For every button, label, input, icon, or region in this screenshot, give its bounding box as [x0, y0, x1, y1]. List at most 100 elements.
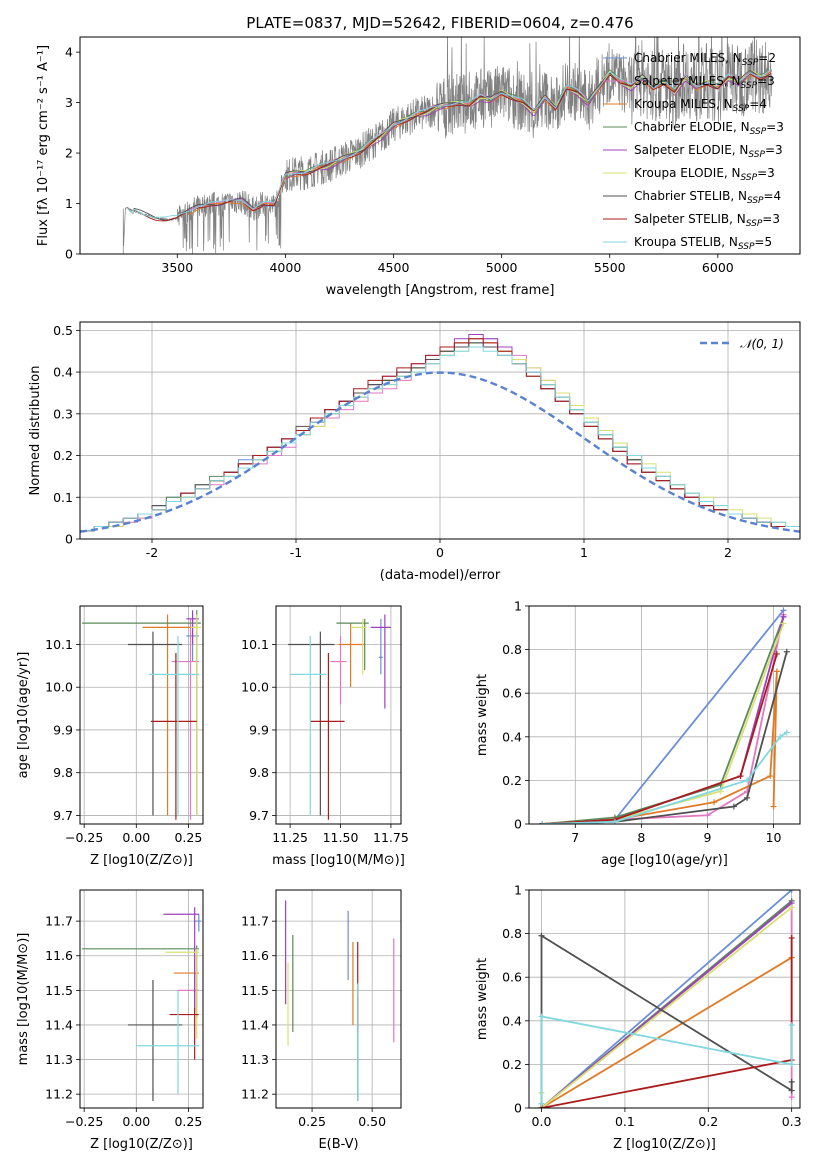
x-tick-label: 6000 — [702, 260, 734, 275]
mass-weight-vs-metallicity-panel: 0.0 0.1 0.2 0.3 0 0.2 0.4 0.6 0.8 1 Z [log10(Z/Z⊙)… — [475, 883, 802, 1153]
legend-entry-subscript: SSP — [742, 58, 759, 68]
mass-weight-line — [540, 1015, 793, 1104]
x-tick-label: 0.3 — [782, 1114, 802, 1129]
mass-weight-marker — [538, 1013, 545, 1020]
mass-vs-metallicity-panel: −0.25 0.00 0.25 11.2 11.3 11.4 11.5 11.6 11.7 Z [… — [16, 889, 204, 1152]
legend-entry-value: =3 — [766, 120, 784, 134]
plot-area — [80, 334, 800, 533]
y-tick-label: 0.1 — [53, 490, 73, 505]
mass-weight-marker — [788, 934, 795, 941]
legend-entry: 𝒩(0, 1) — [740, 337, 784, 351]
legend-entry-value: =4 — [749, 97, 767, 111]
plot-area — [538, 890, 795, 1108]
legend-entry-name: Chabrier ELODIE, N — [634, 120, 750, 134]
axes: -2 -1 0 1 2 0 0.1 0.2 0.3 0.4 0.5 — [53, 321, 801, 560]
legend-entry-name: Kroupa MILES, N — [634, 97, 733, 111]
y-tick-label: 3 — [65, 95, 73, 110]
mass-weight-marker — [788, 1022, 795, 1029]
legend-entry-value: =2 — [758, 51, 776, 65]
y-axis-label: mass weight — [475, 674, 490, 756]
legend: 𝒩(0, 1) — [700, 337, 784, 351]
chart-title: PLATE=0837, MJD=52642, FIBERID=0604, z=0… — [246, 14, 633, 32]
legend-entry-value: =3 — [762, 212, 780, 226]
x-axis-label: age [log10(age/yr)] — [601, 853, 728, 868]
mass-weight-marker — [538, 1100, 545, 1107]
x-axis-label: mass [log10(M/M⊙)] — [272, 853, 405, 868]
error-bar-point — [127, 631, 183, 816]
axes: 3500 4000 4500 5000 5500 6000 0 1 2 3 4 — [65, 36, 801, 275]
x-tick-label: 0.50 — [358, 1114, 386, 1129]
error-bar-point — [165, 948, 199, 1039]
y-axis-label: mass weight — [475, 958, 490, 1040]
error-bar-point — [142, 614, 197, 816]
axes: 11.25 11.50 11.75 9.7 9.8 9.9 10.0 10.1 — [241, 605, 409, 845]
y-tick-label: 0.2 — [502, 1057, 522, 1072]
mass-weight-marker — [780, 613, 787, 620]
mass-weight-line — [540, 906, 793, 1108]
x-tick-label: 3500 — [161, 260, 193, 275]
legend-entry-name: Kroupa ELODIE, N — [634, 166, 741, 180]
y-tick-label: 0 — [514, 817, 522, 832]
axes-frame — [79, 605, 204, 825]
x-tick-label: 0.2 — [698, 1114, 718, 1129]
error-bar-point — [338, 623, 365, 688]
plot-area — [122, 37, 773, 254]
x-axis-label: E(B-V) — [318, 1137, 358, 1152]
axes: 0.25 0.50 11.2 11.3 11.4 11.5 11.6 11.7 — [241, 889, 402, 1129]
y-tick-label: 9.8 — [249, 765, 269, 780]
y-axis-label: mass [log10(M/M⊙)] — [16, 933, 31, 1066]
legend-entry: Chabrier ELODIE, NSSP=3 — [634, 120, 784, 137]
y-tick-label: 0.5 — [53, 323, 73, 338]
legend-entry-subscript: SSP — [746, 219, 763, 229]
plot-area — [82, 907, 201, 1102]
x-tick-label: 0.00 — [122, 830, 150, 845]
error-bar-point — [169, 1007, 199, 1060]
y-tick-label: 11.3 — [241, 1052, 269, 1067]
axes: −0.25 0.00 0.25 11.2 11.3 11.4 11.5 11.6 11.7 — [45, 889, 204, 1129]
error-bar-point — [288, 631, 335, 816]
mass-weight-line — [542, 653, 778, 824]
legend-entry: Salpeter MILES, NSSP=3 — [634, 74, 775, 91]
mass-weight-marker — [780, 620, 787, 627]
plot-area — [285, 900, 395, 1102]
error-bar-point — [82, 610, 201, 816]
y-tick-label: 9.7 — [53, 808, 73, 823]
x-axis-label: (data-model)/error — [380, 568, 501, 583]
y-tick-label: 0.8 — [502, 926, 522, 941]
legend-entry-subscript: SSP — [750, 127, 767, 137]
y-tick-label: 4 — [65, 45, 73, 60]
mass-weight-marker — [704, 812, 711, 819]
x-axis-label: Z [log10(Z/Z⊙)] — [90, 853, 193, 868]
legend-entry-name: Chabrier MILES, N — [634, 51, 742, 65]
x-tick-label: 0.0 — [532, 1114, 552, 1129]
x-tick-label: 4500 — [378, 260, 410, 275]
legend-entry-name: Salpeter STELIB, N — [634, 212, 746, 226]
y-tick-label: 11.7 — [241, 914, 269, 929]
y-tick-label: 0 — [65, 247, 73, 262]
axes-frame — [528, 605, 801, 825]
y-tick-label: 0.2 — [53, 448, 73, 463]
x-tick-label: −0.25 — [65, 830, 103, 845]
error-bar-point — [82, 945, 199, 1019]
x-tick-label: 0.25 — [174, 830, 202, 845]
x-tick-label: 7 — [571, 830, 579, 845]
grid-lines — [276, 890, 401, 1108]
model-fit-line — [187, 69, 773, 211]
y-tick-label: 2 — [65, 146, 73, 161]
age-vs-metallicity-panel: −0.25 0.00 0.25 9.7 9.8 9.9 10.0 10.1 Z [log10(Z… — [16, 605, 204, 868]
axes-frame — [79, 36, 801, 255]
y-tick-label: 9.8 — [53, 765, 73, 780]
y-tick-label: 0.2 — [502, 773, 522, 788]
error-bar-point — [378, 618, 383, 675]
x-tick-label: 8 — [637, 830, 645, 845]
legend-entry: Kroupa STELIB, NSSP=5 — [634, 235, 772, 252]
legend-entry-subscript: SSP — [733, 104, 750, 114]
mass-weight-marker — [539, 821, 546, 824]
legend-entry: Chabrier MILES, NSSP=2 — [634, 51, 776, 68]
x-axis-label: wavelength [Angstrom, rest frame] — [326, 283, 555, 298]
y-tick-label: 9.9 — [53, 722, 73, 737]
mass-weight-marker — [770, 803, 777, 810]
x-tick-label: −0.25 — [65, 1114, 103, 1129]
error-bar-point — [163, 907, 199, 1008]
axes-frame — [275, 889, 402, 1109]
